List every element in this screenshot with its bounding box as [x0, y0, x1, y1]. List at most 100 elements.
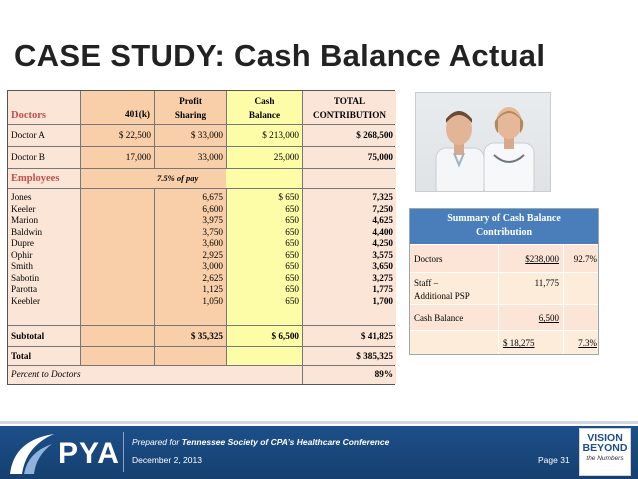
badge-word-beyond: BEYOND	[582, 442, 628, 454]
pya-logo: PYA	[58, 437, 120, 470]
summary-amount: $ 18,275	[498, 331, 563, 354]
employee-name: Smith	[11, 261, 33, 271]
profit-header-line1: Profit	[179, 96, 202, 106]
table-row: Doctor B 17,000 33,000 25,000 75,000	[8, 147, 396, 169]
employee-cash: $ 650	[278, 192, 299, 202]
employee-name: Keebler	[11, 295, 41, 306]
pay-note: 7.5% of pay	[154, 169, 226, 188]
doctor-cash: 25,000	[226, 147, 302, 168]
employees-block: Jones Keeler Marion Baldwin Dupre Ophir …	[8, 189, 396, 326]
doctor-total: 75,000	[302, 147, 396, 168]
badge-word-vision: VISION	[587, 432, 623, 444]
prepared-org: Tennessee Society of CPA’s Healthcare Co…	[181, 437, 390, 447]
employee-name: Baldwin	[11, 226, 43, 237]
pya-swoosh-icon	[10, 434, 54, 474]
employee-total-column: 7,325 7,250 4,625 4,400 4,250 3,575 3,65…	[302, 189, 396, 325]
footer-date: December 2, 2013	[132, 455, 202, 465]
summary-title-line1: Summary of Cash Balance	[447, 213, 561, 224]
employee-total: 4,625	[372, 215, 393, 225]
page-number: Page 31	[538, 455, 570, 465]
summary-label	[410, 331, 498, 354]
footer-divider	[0, 421, 638, 424]
doctor-name: Doctor A	[8, 125, 80, 146]
employee-name: Keeler	[11, 203, 36, 214]
employee-name: Sabotin	[11, 272, 40, 283]
employee-profit: 2,625	[202, 272, 223, 283]
employee-profit: 6,600	[202, 203, 223, 214]
summary-label-line1: Staff –	[414, 278, 439, 288]
summary-pct: 92.7%	[563, 245, 600, 272]
summary-title-line2: Contribution	[475, 227, 533, 238]
employee-cash: 650	[285, 249, 299, 260]
employee-cash: 650	[285, 272, 299, 283]
employee-cash: 650	[285, 238, 299, 248]
summary-table: Summary of Cash Balance Contribution Doc…	[409, 208, 599, 355]
summary-row: $ 18,275 7.3%	[410, 330, 598, 354]
subtotal-label: Subtotal	[8, 326, 80, 346]
prepared-prefix: Prepared for	[132, 437, 182, 447]
employees-label: Employees	[8, 169, 80, 188]
employee-total: 3,275	[372, 272, 393, 283]
percent-row: Percent to Doctors 89%	[8, 366, 396, 384]
employee-cash: 650	[285, 203, 299, 214]
table-header-row: Doctors 401(k) Profit Sharing Cash Balan…	[8, 91, 396, 125]
page-title: CASE STUDY: Cash Balance Actual	[14, 38, 546, 73]
summary-label: Doctors	[414, 254, 443, 264]
employee-cash-column: $ 650 650 650 650 650 650 650 650 650 65…	[226, 189, 302, 325]
doctor-name: Doctor B	[8, 147, 80, 168]
401k-header: 401(k)	[124, 109, 150, 119]
total-row: Total $ 385,325	[8, 347, 396, 366]
subtotal-row: Subtotal $ 35,325 $ 6,500 $ 41,825	[8, 326, 396, 347]
summary-label: Staff – Additional PSP	[410, 273, 498, 304]
summary-row: Staff – Additional PSP 11,775	[410, 272, 598, 304]
summary-amount-value: 6,500	[538, 313, 559, 323]
employee-total: 1,775	[372, 284, 393, 294]
summary-label-line2: Additional PSP	[414, 291, 470, 301]
summary-pct	[563, 273, 600, 304]
doctor-401k: 17,000	[80, 147, 154, 168]
employee-name: Dupre	[11, 238, 34, 248]
employee-cash: 650	[285, 261, 299, 271]
summary-amount: 6,500	[498, 305, 563, 330]
employee-total: 7,325	[372, 192, 393, 202]
percent-value: 89%	[302, 366, 396, 384]
doctor-profit: 33,000	[154, 147, 226, 168]
employee-name: Jones	[11, 192, 32, 202]
employee-names: Jones Keeler Marion Baldwin Dupre Ophir …	[8, 189, 80, 325]
total-header-line1: TOTAL	[333, 96, 366, 106]
footer-separator	[123, 432, 124, 472]
employee-name: Marion	[11, 215, 39, 225]
employee-cash: 650	[285, 226, 299, 237]
percent-label: Percent to Doctors	[8, 366, 302, 384]
doctor-cash: $ 213,000	[226, 125, 302, 146]
profit-header-line2: Sharing	[174, 110, 207, 120]
employee-profit-column: 6,675 6,600 3,975 3,750 3,600 2,925 3,00…	[154, 189, 226, 325]
summary-row: Doctors $238,000 92.7%	[410, 244, 598, 272]
summary-header: Summary of Cash Balance Contribution	[410, 209, 598, 244]
employee-name: Parotta	[11, 284, 38, 294]
employee-cash: 650	[285, 295, 299, 306]
employee-total: 7,250	[372, 203, 393, 214]
employee-name: Ophir	[11, 249, 33, 260]
employees-header-row: Employees 7.5% of pay	[8, 169, 396, 189]
employee-profit: 1,125	[202, 284, 223, 294]
employee-profit: 6,675	[202, 192, 223, 202]
cash-header-line2: Balance	[248, 110, 281, 120]
subtotal-total: $ 41,825	[302, 326, 396, 346]
summary-pct: 7.3%	[563, 331, 600, 354]
employee-profit: 2,925	[202, 249, 223, 260]
employee-profit: 3,975	[202, 215, 223, 225]
contribution-table: Doctors 401(k) Profit Sharing Cash Balan…	[7, 90, 396, 385]
footer-bar	[0, 426, 638, 479]
total-header-line2: CONTRIBUTION	[312, 110, 386, 120]
summary-label: Cash Balance	[414, 313, 464, 323]
doctors-illustration	[435, 107, 535, 191]
summary-amount: $238,000	[498, 245, 563, 272]
employee-profit: 1,050	[202, 295, 223, 306]
cash-header-line1: Cash	[254, 96, 275, 106]
employee-profit: 3,000	[202, 261, 223, 271]
employee-cash: 650	[285, 284, 299, 294]
doctor-total: $ 268,500	[302, 125, 396, 146]
summary-pct	[563, 305, 600, 330]
employee-total: 4,250	[372, 238, 393, 248]
